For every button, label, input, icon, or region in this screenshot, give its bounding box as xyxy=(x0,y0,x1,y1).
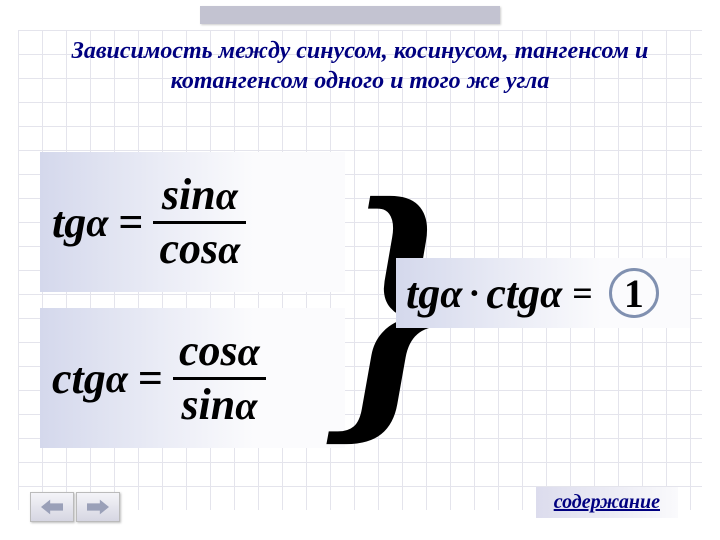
den-arg: α xyxy=(235,383,257,428)
formula-box-tg: tgα = sinα cosα xyxy=(40,152,345,292)
den-arg: α xyxy=(218,227,240,272)
num-fn: sin xyxy=(162,170,216,219)
den-fn: sin xyxy=(181,380,235,429)
formula-ctg: ctgα = cosα sinα xyxy=(40,328,266,427)
formula-tg: tgα = sinα cosα xyxy=(40,172,246,271)
result-one-circled: 1 xyxy=(609,268,659,318)
nav-arrows xyxy=(30,492,120,522)
arg-alpha: α xyxy=(86,199,108,246)
num-arg: α xyxy=(216,173,238,218)
equals-sign: = xyxy=(138,353,163,404)
page-title: Зависимость между синусом, косинусом, та… xyxy=(0,36,720,96)
equals-sign: = xyxy=(572,272,593,314)
contents-link[interactable]: содержание xyxy=(536,487,678,518)
fraction-ctg: cosα sinα xyxy=(173,328,266,427)
fn-tg: tg xyxy=(406,268,440,319)
num-arg: α xyxy=(238,329,260,374)
fn-tg: tg xyxy=(52,197,86,248)
fn-ctg: ctg xyxy=(486,268,540,319)
next-button[interactable] xyxy=(76,492,120,522)
formula-box-ctg: ctgα = cosα sinα xyxy=(40,308,345,448)
formula-product: tgα · ctgα = 1 xyxy=(396,268,659,319)
fn-ctg: ctg xyxy=(52,353,106,404)
formula-box-product: tgα · ctgα = 1 xyxy=(396,258,690,328)
arrow-left-icon xyxy=(41,499,63,515)
arg-alpha: α xyxy=(440,270,462,317)
num-fn: cos xyxy=(179,326,238,375)
equals-sign: = xyxy=(118,197,143,248)
prev-button[interactable] xyxy=(30,492,74,522)
den-fn: cos xyxy=(159,224,218,273)
top-decor-bar xyxy=(200,6,500,24)
arrow-right-icon xyxy=(87,499,109,515)
arg-alpha: α xyxy=(540,270,562,317)
dot-operator: · xyxy=(468,272,480,314)
fraction-tg: sinα cosα xyxy=(153,172,246,271)
arg-alpha: α xyxy=(106,355,128,402)
